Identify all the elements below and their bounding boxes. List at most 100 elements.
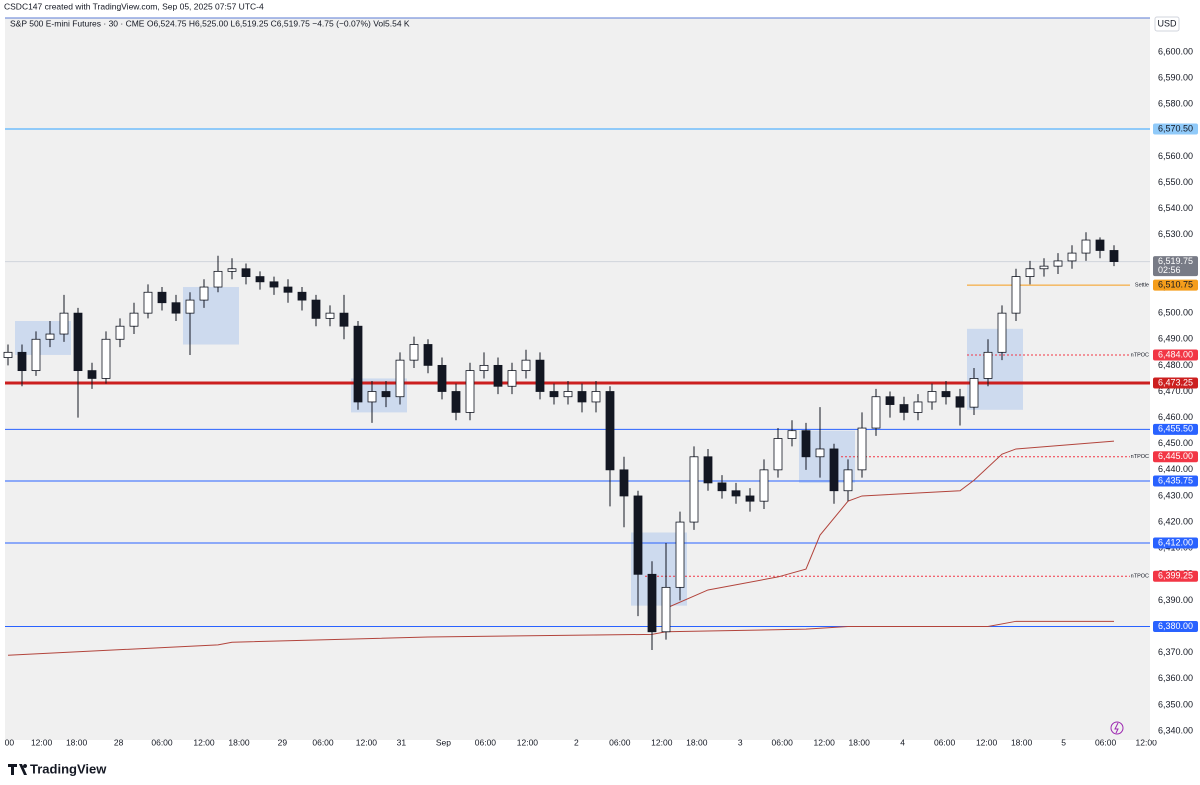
- logo-mark: [8, 764, 28, 775]
- x-tick-label: 18:00: [66, 737, 88, 747]
- candle-body: [689, 456, 699, 523]
- x-tick-label: 12:00: [356, 737, 378, 747]
- candle-body: [353, 325, 363, 403]
- y-tick-label: 6,590.00: [1158, 72, 1193, 82]
- candle-body: [941, 391, 951, 398]
- candle-body: [801, 430, 811, 458]
- price-axis: [1150, 0, 1200, 740]
- x-tick-label: 4: [900, 737, 905, 747]
- currency[interactable]: USD: [1157, 18, 1177, 28]
- candle-body: [1109, 250, 1119, 262]
- price-label: 6,455.50: [1158, 424, 1193, 434]
- price-label: 6,445.00: [1158, 451, 1193, 461]
- price-label: 6,570.50: [1158, 123, 1193, 133]
- candle-body: [185, 299, 195, 314]
- candle-body: [87, 370, 97, 379]
- candle-body: [339, 312, 349, 327]
- x-tick-label: 31: [397, 737, 407, 747]
- x-tick-label: 12:00: [814, 737, 836, 747]
- candle-body: [815, 448, 825, 458]
- price-label: 6,510.75: [1158, 279, 1193, 289]
- y-tick-label: 6,550.00: [1158, 177, 1193, 187]
- candle-body: [619, 469, 629, 497]
- vwap-line: [665, 440, 1115, 609]
- price-label-box: [1153, 475, 1198, 487]
- candle-body: [395, 359, 405, 398]
- price-label-box: [1153, 423, 1198, 435]
- price-label-box: [1153, 377, 1198, 389]
- x-tick-label: 18:00: [849, 737, 871, 747]
- x-tick-label: 18:00: [1011, 737, 1033, 747]
- candle-body: [1067, 252, 1077, 262]
- price-label: 6,519.75: [1158, 256, 1193, 266]
- candle-body: [59, 312, 69, 335]
- credit: CSDC147 created with TradingView.com, Se…: [4, 1, 264, 11]
- y-tick-label: 6,350.00: [1158, 699, 1193, 709]
- level-tag: nTPOC: [1131, 352, 1149, 358]
- x-tick-label: 5: [1061, 737, 1066, 747]
- y-tick-label: 6,580.00: [1158, 99, 1193, 109]
- candle-body: [129, 312, 139, 327]
- x-tick-label: 12:00: [1136, 737, 1158, 747]
- price-label-box: [1153, 537, 1198, 549]
- price-label: 6,412.00: [1158, 537, 1193, 547]
- candle-body: [773, 438, 783, 471]
- price-label-box: [1153, 123, 1198, 135]
- candle-body: [3, 351, 13, 358]
- price-label: 6,399.25: [1158, 571, 1193, 581]
- price-label-box: [1153, 279, 1198, 291]
- x-tick-label: Sep: [436, 737, 451, 747]
- candle-body: [1095, 239, 1105, 251]
- candle-body: [983, 351, 993, 379]
- candle-body: [31, 338, 41, 372]
- candle-body: [577, 391, 587, 403]
- lightning-bolt: [1114, 722, 1119, 734]
- candle-body: [759, 469, 769, 502]
- candle-body: [465, 370, 475, 413]
- y-tick-label: 6,530.00: [1158, 229, 1193, 239]
- candle-body: [871, 396, 881, 429]
- y-tick-label: 6,450.00: [1158, 438, 1193, 448]
- candle-body: [633, 495, 643, 575]
- y-tick-label: 6,370.00: [1158, 647, 1193, 657]
- candle-body: [171, 302, 181, 314]
- y-tick-label: 6,490.00: [1158, 334, 1193, 344]
- price-label: 6,473.25: [1158, 377, 1193, 387]
- x-tick-label: 12:00: [193, 737, 215, 747]
- y-tick-label: 6,390.00: [1158, 595, 1193, 605]
- plot: 00 12:00 18:00 28 06:00 12:00 18:00 29 06:00 12:0…: [3, 128, 1158, 747]
- candle-body: [73, 312, 83, 372]
- candle-body: [745, 495, 755, 502]
- x-tick-label: 06:00: [934, 737, 956, 747]
- y-tick-label: 6,420.00: [1158, 516, 1193, 526]
- y-tick-label: 6,340.00: [1158, 725, 1193, 735]
- candle-body: [283, 286, 293, 293]
- candle-body: [647, 573, 657, 633]
- lightning-icon[interactable]: [1110, 721, 1124, 735]
- candle-body: [493, 364, 503, 387]
- candle-body: [115, 325, 125, 340]
- price-label-box: [1153, 570, 1198, 582]
- candle-body: [731, 490, 741, 497]
- candle-body: [675, 521, 685, 588]
- currency-box[interactable]: [1154, 16, 1180, 32]
- candle-body: [563, 391, 573, 398]
- candle-body: [521, 359, 531, 372]
- x-tick-label: 12:00: [651, 737, 673, 747]
- candle-body: [479, 364, 489, 372]
- candle-body: [899, 404, 909, 413]
- x-tick-label: 29: [278, 737, 288, 747]
- candle-body: [969, 378, 979, 408]
- x-tick-label: 3: [738, 737, 743, 747]
- candle-body: [829, 448, 839, 492]
- brand: TradingView: [30, 761, 107, 776]
- price-label-box: [1153, 256, 1198, 277]
- candle-body: [367, 391, 377, 403]
- y-tick-label: 6,560.00: [1158, 151, 1193, 161]
- y-tick-label: 6,360.00: [1158, 673, 1193, 683]
- candle-body: [1011, 276, 1021, 314]
- candle-body: [381, 391, 391, 398]
- candle-body: [143, 291, 153, 314]
